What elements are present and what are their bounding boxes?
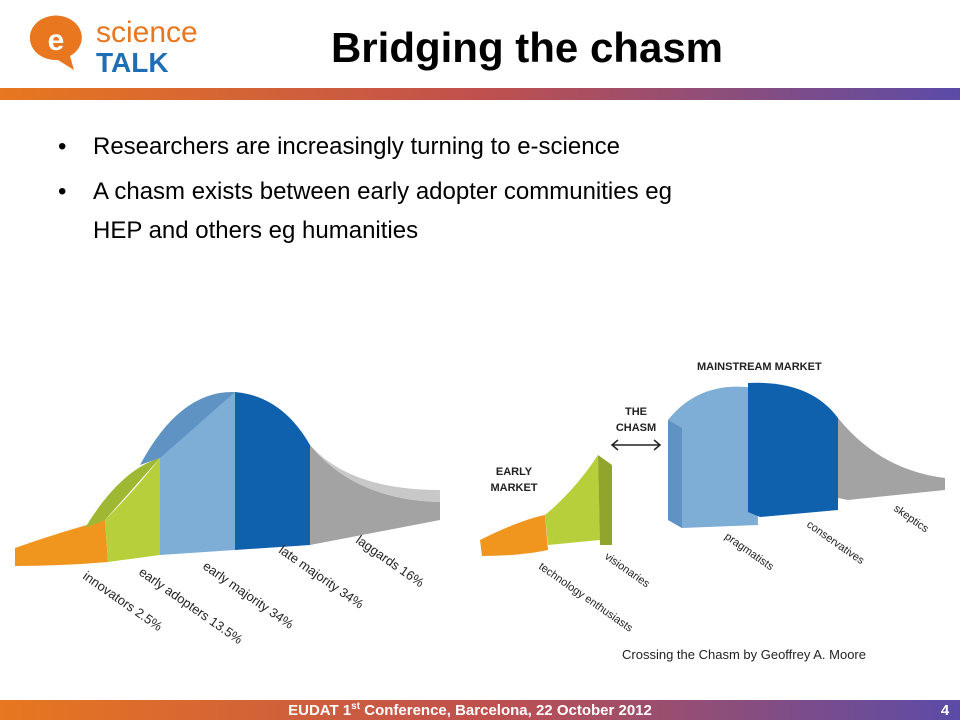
segment-skeptics	[838, 418, 945, 500]
right-diagram: MAINSTREAM MARKET THE CHASM EARLY MARKET…	[480, 361, 945, 635]
segment-top	[310, 445, 440, 502]
logo-mark: e	[48, 24, 65, 57]
left-diagram: innovators 2.5% early adopters 13.5% ear…	[15, 391, 440, 647]
caption: Crossing the Chasm by Geoffrey A. Moore	[622, 647, 866, 662]
logo: e science TALK	[29, 15, 198, 78]
diagram-label: conservatives	[804, 519, 866, 568]
segment-top	[140, 391, 235, 465]
header-bar	[0, 88, 960, 100]
bullet: A chasm exists between early adopter com…	[93, 178, 672, 205]
diagram-label: laggards 16%	[353, 532, 427, 590]
segment-conservatives	[748, 382, 838, 517]
page-number: 4	[941, 702, 950, 719]
diagram-heading: CHASM	[616, 422, 656, 434]
bullet: HEP and others eg humanities	[93, 217, 418, 244]
segment-late-majority	[235, 392, 310, 550]
footer-part: EUDAT 1	[288, 702, 351, 719]
diagram-label: pragmatists	[722, 531, 776, 574]
diagram-heading: MARKET	[490, 482, 537, 494]
logo-brand: TALK	[96, 47, 169, 78]
logo-bubble	[29, 15, 82, 71]
segment-enthusiasts	[480, 515, 548, 556]
segment-early-adopters	[105, 458, 160, 562]
bullet-dot: •	[58, 133, 66, 160]
bullet-dot: •	[58, 178, 66, 205]
footer-bar	[0, 700, 960, 720]
segment-visionaries	[545, 455, 600, 545]
diagram-heading: EARLY	[496, 466, 533, 478]
segment-laggards	[310, 445, 440, 545]
segment-innovators	[15, 520, 108, 566]
segment-top	[85, 458, 160, 528]
diagram-label: visionaries	[602, 551, 652, 591]
logo-word: science	[96, 16, 198, 49]
segment-pragmatists	[668, 386, 758, 528]
slide-title: Bridging the chasm	[331, 24, 723, 71]
chasm-arrowheads	[610, 439, 662, 451]
bullet: Researchers are increasingly turning to …	[93, 133, 620, 160]
footer-text: EUDAT 1st Conference, Barcelona, 22 Octo…	[288, 701, 652, 719]
diagram-label: late majority 34%	[276, 542, 367, 612]
diagram-label: skeptics	[891, 503, 931, 536]
footer-part: Conference, Barcelona, 22 October 2012	[360, 702, 652, 719]
diagram-heading: THE	[625, 406, 647, 418]
segment-side	[668, 420, 682, 528]
footer-sup: st	[351, 701, 361, 712]
diagram-heading: MAINSTREAM MARKET	[697, 361, 822, 373]
segment-side	[598, 455, 612, 545]
